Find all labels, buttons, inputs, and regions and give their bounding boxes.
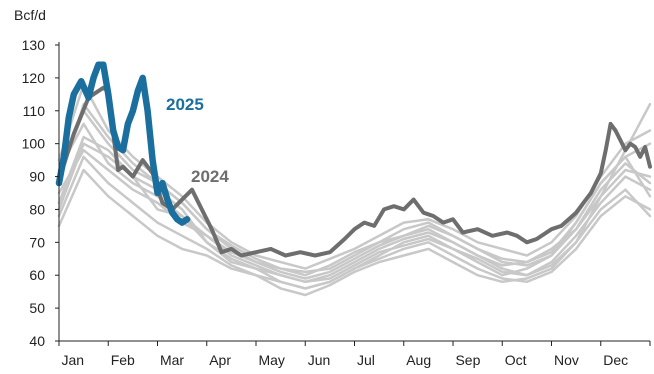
historical-series-line-9 <box>57 155 652 290</box>
y-tick-label: 70 <box>29 234 45 250</box>
y-tick-label: 110 <box>23 103 46 119</box>
y-tick-label: 60 <box>29 267 45 283</box>
series-2024-annotation: 2024 <box>191 167 229 186</box>
x-tick-label-jan: Jan <box>61 352 84 368</box>
y-axis-unit-label: Bcf/d <box>14 7 46 23</box>
y-tick-label: 80 <box>29 201 45 217</box>
x-tick-label-oct: Oct <box>505 352 527 368</box>
y-tick-label: 50 <box>29 300 45 316</box>
series-2025-line <box>55 61 191 226</box>
x-axis: Jan Feb Mar Apr May Jun Jul Aug Sep Oct Nov Dec <box>58 340 651 368</box>
y-tick-label: 90 <box>29 169 45 185</box>
historical-series-line-8 <box>57 122 652 280</box>
y-axis: 40 50 60 70 80 90 100 110 120 130 <box>22 37 60 349</box>
historical-series-line-4 <box>57 168 652 297</box>
historical-series-line-6 <box>57 148 652 284</box>
x-tick-label-dec: Dec <box>603 352 628 368</box>
x-tick-label-apr: Apr <box>209 352 231 368</box>
highlighted-series-lines <box>55 61 652 258</box>
x-tick-label-jul: Jul <box>357 352 375 368</box>
y-tick-label: 120 <box>22 70 46 86</box>
series-2025-annotation: 2025 <box>166 95 204 114</box>
x-tick-label-mar: Mar <box>160 352 184 368</box>
y-tick-label: 40 <box>29 333 45 349</box>
series-2024-line <box>57 85 652 258</box>
y-tick-label: 100 <box>22 136 46 152</box>
x-tick-label-nov: Nov <box>554 352 579 368</box>
y-tick-label: 130 <box>22 37 46 53</box>
x-tick-label-aug: Aug <box>406 352 431 368</box>
x-tick-label-sep: Sep <box>455 352 480 368</box>
x-tick-label-may: May <box>258 352 284 368</box>
x-tick-label-jun: Jun <box>308 352 331 368</box>
x-tick-label-feb: Feb <box>111 352 135 368</box>
